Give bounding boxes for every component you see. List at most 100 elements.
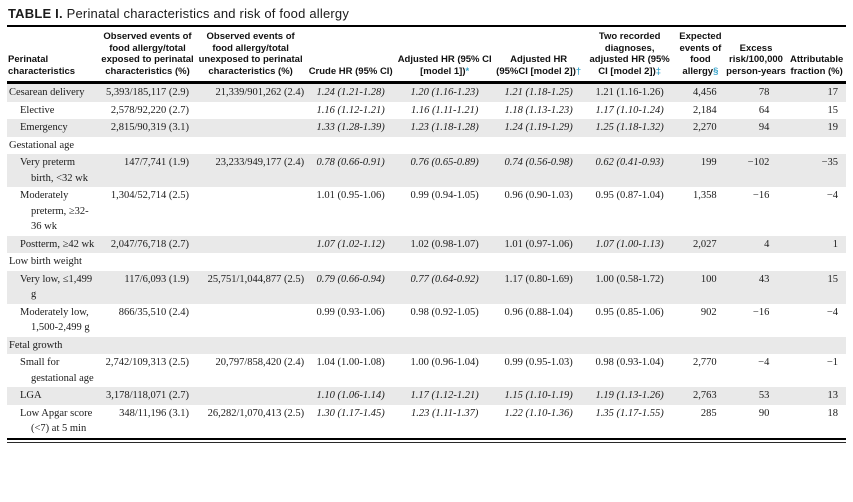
adjusted-hr-model2-cell: [494, 253, 583, 271]
attributable-fraction-cell: −35: [821, 157, 838, 168]
table-header: Perinatal characteristics Observed event…: [7, 27, 846, 83]
exposed-events-cell: [100, 137, 195, 155]
adjusted-hr-model1-cell: 1.02 (0.98-1.07): [410, 238, 479, 250]
column-header-observed-exposed: Observed events of food allergy/total ex…: [100, 27, 195, 83]
row-label-cell: Postterm, ≥42 wk: [20, 238, 95, 250]
attributable-fraction-cell: [787, 137, 846, 155]
footnote-marker-section: §: [713, 65, 719, 77]
attributable-fraction-cell: 1: [832, 238, 838, 250]
column-header-adjusted-hr-model1: Adjusted HR (95% CI [model 1])*: [395, 27, 494, 83]
adjusted-hr-model2-cell: 1.15 (1.10-1.19): [504, 390, 573, 401]
crude-hr-cell: 1.24 (1.21-1.28): [316, 87, 385, 98]
unexposed-events-cell: [195, 119, 306, 137]
adjusted-hr-model2-cell: 0.96 (0.90-1.03): [504, 190, 573, 201]
two-diagnoses-hr-cell: 1.19 (1.13-1.26): [595, 390, 664, 401]
table-row: Small for gestational age 2,742/109,313 (…: [7, 354, 846, 387]
table-row: Cesarean delivery 5,393/185,117 (2.9) 21,3…: [7, 82, 846, 102]
adjusted-hr-model1-cell: 1.17 (1.12-1.21): [410, 390, 479, 401]
expected-events-cell: 4,456: [693, 87, 717, 98]
expected-events-cell: 2,270: [693, 122, 717, 133]
expected-events-cell: 2,770: [693, 357, 717, 368]
adjusted-hr-model2-cell: 1.17 (0.80-1.69): [504, 273, 573, 285]
adjusted-hr-model1-cell: 0.99 (0.94-1.05): [410, 190, 479, 201]
table-row: Very low, ≤1,499 g 117/6,093 (1.9) 25,751/…: [7, 270, 846, 304]
two-diagnoses-hr-cell: 1.17 (1.10-1.24): [595, 104, 664, 116]
two-diagnoses-hr-cell: [583, 337, 676, 355]
table-title-text: Perinatal characteristics and risk of fo…: [62, 6, 350, 21]
header-text: Excess risk/100,000 person-years: [726, 42, 786, 77]
unexposed-events-cell: [195, 236, 306, 254]
perinatal-characteristics-table: Perinatal characteristics Observed event…: [7, 27, 846, 438]
table-row: Moderately low, 1,500-2,499 g 866/35,510 …: [7, 304, 846, 337]
adjusted-hr-model1-cell: 0.77 (0.64-0.92): [410, 273, 479, 285]
adjusted-hr-model2-cell: 1.22 (1.10-1.36): [504, 407, 573, 419]
adjusted-hr-model1-cell: [395, 253, 494, 271]
table-row: Postterm, ≥42 wk 2,047/76,718 (2.7) 1.07 (…: [7, 235, 846, 254]
attributable-fraction-cell: 13: [827, 390, 839, 401]
attributable-fraction-cell: −4: [826, 190, 838, 201]
section-row: Low birth weight: [7, 253, 846, 271]
adjusted-hr-model2-cell: 1.24 (1.19-1.29): [504, 122, 573, 133]
exposed-events-cell: 866/35,510 (2.4): [118, 306, 189, 318]
exposed-events-cell: 1,304/52,714 (2.5): [110, 190, 189, 201]
two-diagnoses-hr-cell: 1.21 (1.16-1.26): [595, 87, 664, 98]
crude-hr-cell: [306, 253, 395, 271]
header-text: Adjusted HR (95% CI [model 1]): [397, 54, 492, 77]
crude-hr-cell: 0.79 (0.66-0.94): [316, 273, 385, 285]
row-label-cell: LGA: [20, 390, 42, 401]
adjusted-hr-model2-cell: [494, 337, 583, 355]
unexposed-events-cell: 23,233/949,177 (2.4): [215, 157, 305, 168]
crude-hr-cell: 0.78 (0.66-0.91): [316, 157, 385, 168]
exposed-events-cell: 2,047/76,718 (2.7): [110, 238, 189, 250]
row-label-cell: Low Apgar score (<7) at 5 min: [20, 407, 93, 435]
column-header-two-diagnoses-hr: Two recorded diagnoses, adjusted HR (95%…: [583, 27, 676, 83]
table-number-label: TABLE I.: [8, 6, 63, 21]
exposed-events-cell: 147/7,741 (1.9): [123, 157, 189, 168]
crude-hr-cell: 1.10 (1.06-1.14): [316, 390, 385, 401]
row-label-cell: Small for gestational age: [20, 357, 94, 384]
expected-events-cell: 199: [700, 157, 717, 168]
expected-events-cell: 1,358: [693, 190, 717, 201]
attributable-fraction-cell: −4: [826, 306, 838, 318]
footnote-marker-double-dagger: ‡: [655, 65, 662, 77]
two-diagnoses-hr-cell: 0.95 (0.85-1.06): [595, 306, 664, 318]
excess-risk-cell: −4: [758, 357, 770, 368]
row-label-cell: Fetal growth: [9, 339, 63, 351]
adjusted-hr-model2-cell: 0.74 (0.56-0.98): [504, 157, 573, 168]
header-text: Expected events of food allergy: [679, 31, 722, 77]
excess-risk-cell: 4: [764, 238, 770, 250]
exposed-events-cell: 5,393/185,117 (2.9): [105, 87, 189, 98]
excess-risk-cell: −16: [752, 190, 770, 201]
two-diagnoses-hr-cell: 1.00 (0.58-1.72): [595, 273, 664, 285]
row-label-cell: Elective: [20, 104, 55, 116]
adjusted-hr-model1-cell: 1.20 (1.16-1.23): [410, 87, 479, 98]
crude-hr-cell: 1.04 (1.00-1.08): [316, 357, 385, 368]
crude-hr-cell: 1.07 (1.02-1.12): [316, 238, 385, 250]
adjusted-hr-model1-cell: [395, 137, 494, 155]
exposed-events-cell: 2,578/92,220 (2.7): [110, 104, 189, 116]
two-diagnoses-hr-cell: [583, 137, 676, 155]
exposed-events-cell: [100, 337, 195, 355]
crude-hr-cell: [306, 337, 395, 355]
exposed-events-cell: 2,742/109,313 (2.5): [105, 357, 189, 368]
adjusted-hr-model1-cell: [395, 337, 494, 355]
adjusted-hr-model2-cell: 1.21 (1.18-1.25): [504, 87, 573, 98]
crude-hr-cell: 1.30 (1.17-1.45): [316, 407, 385, 419]
exposed-events-cell: [100, 253, 195, 271]
expected-events-cell: 902: [700, 306, 717, 318]
attributable-fraction-cell: −1: [826, 357, 838, 368]
footnote-marker-dagger: †: [575, 65, 582, 77]
column-header-crude-hr: Crude HR (95% CI): [306, 27, 395, 83]
bottom-rule-thick: [7, 437, 846, 440]
unexposed-events-cell: [195, 187, 306, 236]
crude-hr-cell: [306, 137, 395, 155]
adjusted-hr-model1-cell: 1.16 (1.11-1.21): [410, 104, 479, 116]
expected-events-cell: 285: [700, 407, 717, 419]
excess-risk-cell: 43: [758, 273, 770, 285]
footnote-marker-asterisk: *: [465, 65, 470, 77]
excess-risk-cell: 90: [758, 407, 770, 419]
column-header-expected-events: Expected events of food allergy§: [676, 27, 725, 83]
table-title: TABLE I. Perinatal characteristics and r…: [7, 3, 846, 27]
expected-events-cell: 100: [700, 273, 717, 285]
unexposed-events-cell: 20,797/858,420 (2.4): [215, 357, 305, 368]
